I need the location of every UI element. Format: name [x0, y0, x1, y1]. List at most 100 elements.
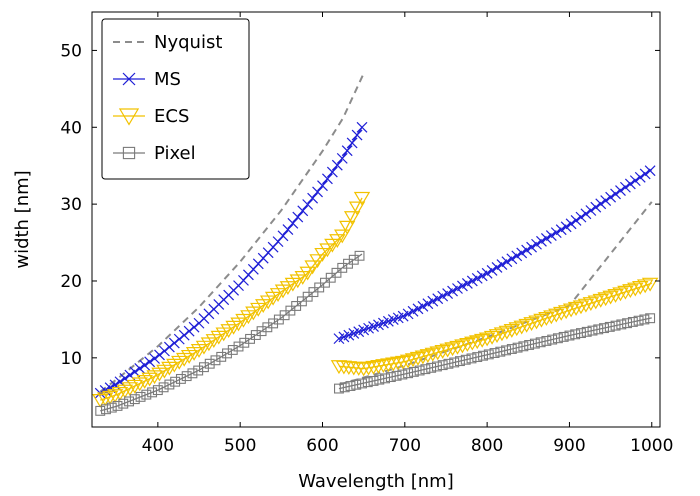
- data-point: [555, 224, 567, 236]
- data-point: [550, 227, 562, 239]
- data-point: [489, 348, 500, 358]
- data-point: [129, 394, 140, 405]
- data-point: [424, 347, 442, 362]
- data-point: [312, 186, 323, 198]
- data-point: [121, 382, 139, 397]
- x-tick-label: 600: [306, 436, 338, 456]
- data-point: [449, 357, 460, 368]
- data-point: [357, 378, 367, 389]
- series-line: [99, 73, 365, 393]
- data-point: [580, 208, 592, 220]
- data-point: [409, 351, 427, 366]
- data-point: [341, 145, 353, 157]
- data-point: [486, 264, 498, 276]
- data-point: [538, 312, 555, 326]
- data-point: [567, 301, 585, 316]
- data-point: [545, 230, 557, 241]
- data-point: [473, 333, 491, 348]
- data-point: [576, 328, 586, 339]
- data-point: [277, 230, 289, 242]
- data-point: [394, 355, 412, 370]
- data-point: [317, 180, 328, 192]
- data-point: [426, 362, 437, 373]
- data-point: [385, 372, 396, 383]
- data-point: [512, 342, 523, 353]
- data-point: [624, 178, 636, 190]
- data-point: [531, 238, 542, 250]
- data-point: [374, 374, 385, 385]
- data-point: [627, 316, 638, 327]
- data-point: [460, 354, 471, 365]
- y-tick-label: 40: [60, 118, 82, 138]
- data-point: [592, 293, 609, 308]
- data-point: [414, 365, 425, 376]
- data-point: [346, 137, 358, 149]
- data-point: [222, 348, 232, 359]
- data-point: [375, 359, 392, 374]
- data-point: [548, 308, 565, 323]
- data-point: [570, 215, 582, 226]
- data-point: [168, 337, 180, 349]
- data-point: [529, 338, 540, 349]
- data-point: [118, 108, 140, 126]
- data-point: [158, 382, 169, 393]
- data-point: [495, 346, 506, 357]
- data-point: [122, 72, 136, 86]
- data-point: [577, 298, 595, 313]
- data-point: [466, 353, 477, 364]
- data-point: [399, 354, 417, 369]
- data-point: [299, 266, 316, 281]
- data-point: [464, 336, 481, 351]
- data-point: [126, 379, 144, 394]
- data-point: [437, 360, 448, 371]
- data-point: [122, 146, 136, 160]
- data-point: [147, 387, 158, 398]
- data-point: [524, 340, 535, 350]
- data-point: [141, 372, 158, 387]
- data-point: [199, 362, 209, 373]
- data-point: [351, 129, 363, 141]
- data-point: [506, 253, 518, 265]
- data-point: [629, 175, 641, 187]
- data-point: [454, 339, 471, 354]
- data-point: [605, 191, 617, 203]
- data-point: [370, 360, 387, 374]
- data-point: [420, 364, 431, 375]
- data-point: [552, 333, 563, 344]
- legend: Nyquist MS ECS Pixel: [101, 18, 250, 180]
- data-point: [118, 398, 129, 409]
- data-point: [600, 195, 612, 206]
- data-point: [639, 168, 651, 180]
- data-point: [92, 394, 109, 408]
- y-tick-label: 30: [60, 195, 82, 215]
- data-point: [513, 320, 530, 335]
- data-point: [558, 331, 569, 342]
- data-point: [622, 318, 633, 329]
- data-point: [491, 262, 503, 273]
- data-point: [547, 334, 558, 345]
- data-point: [535, 337, 546, 348]
- data-point: [414, 350, 432, 365]
- x-tick-label: 700: [389, 436, 421, 456]
- data-point: [610, 188, 621, 200]
- data-point: [124, 396, 134, 407]
- data-point: [526, 241, 538, 253]
- data-point: [216, 351, 227, 362]
- data-point: [187, 368, 198, 379]
- data-point: [615, 185, 626, 196]
- legend-item-ecs: ECS: [113, 106, 189, 127]
- data-point: [101, 404, 111, 415]
- data-point: [575, 211, 587, 223]
- data-point: [434, 344, 451, 359]
- data-point: [356, 121, 368, 133]
- y-tick-label: 10: [60, 349, 82, 369]
- data-point: [353, 191, 371, 206]
- data-point: [501, 256, 513, 268]
- data-point: [612, 287, 629, 302]
- x-tick-label: 400: [142, 436, 174, 456]
- data-point: [193, 365, 204, 376]
- data-point: [351, 379, 362, 390]
- data-point: [287, 217, 299, 229]
- data-point: [483, 349, 494, 360]
- data-point: [587, 295, 604, 310]
